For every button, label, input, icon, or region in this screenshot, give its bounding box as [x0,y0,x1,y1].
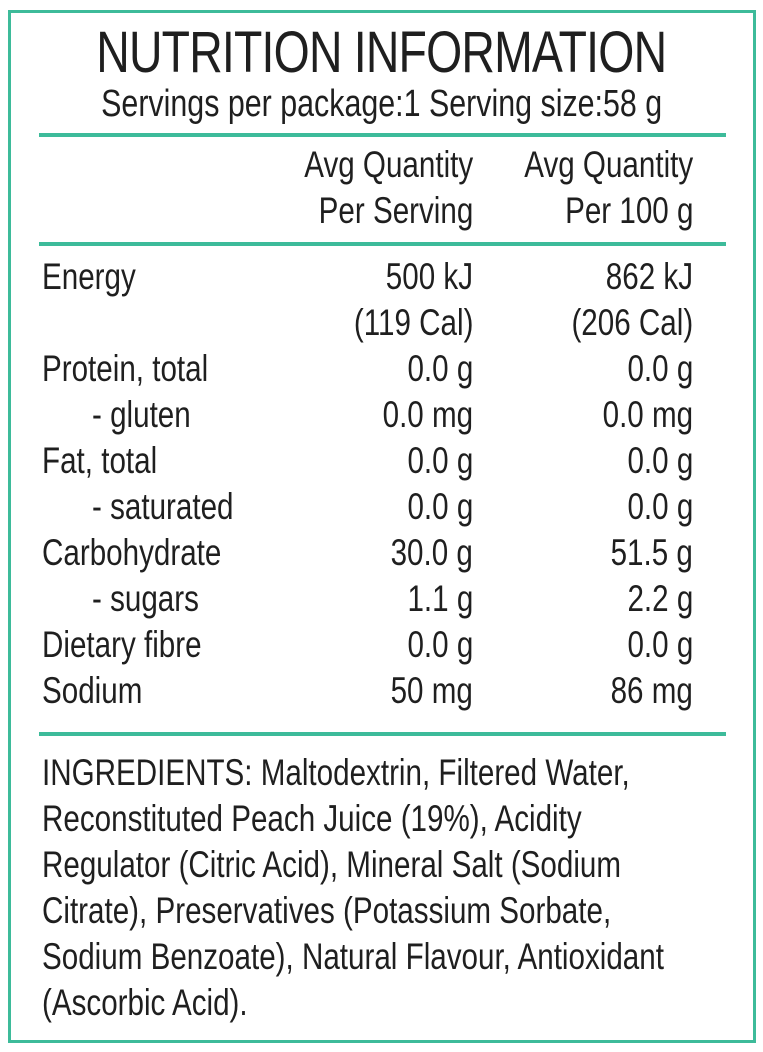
nutrient-row-energy-cal: (119 Cal) (206 Cal) [0,300,763,346]
value-per-serving: 30.0 g [390,532,473,573]
nutrient-row-gluten: - gluten 0.0 mg 0.0 mg [0,392,763,438]
nutrient-row-fat: Fat, total 0.0 g 0.0 g [0,438,763,484]
nutrient-row-sodium: Sodium 50 mg 86 mg [0,668,763,714]
panel-title: NUTRITION INFORMATION [0,22,763,84]
ingredients-line: Citrate), Preservatives (Potassium Sorba… [42,890,612,931]
value-per-100g: (206 Cal) [571,302,693,343]
value-per-serving: 0.0 g [407,624,473,665]
nutrition-panel-border [8,10,756,1043]
value-per-100g: 0.0 g [627,348,693,389]
value-per-serving: 50 mg [390,670,473,711]
ingredients-statement: INGREDIENTS: Maltodextrin, Filtered Wate… [42,750,742,1026]
value-per-100g: 0.0 g [627,624,693,665]
nutrient-label: - saturated [92,486,234,527]
nutrient-label: - gluten [92,394,191,435]
nutrient-label: Dietary fibre [42,624,202,665]
nutrient-label: Carbohydrate [42,532,222,573]
nutrient-row-energy: Energy 500 kJ 862 kJ [0,254,763,300]
ingredients-line: INGREDIENTS: Maltodextrin, Filtered Wate… [42,752,630,793]
column-header-line1: Avg Quantity [524,144,693,185]
value-per-serving: 0.0 mg [382,394,474,435]
serving-info-text: Servings per package:1 Serving size:58 g [100,83,663,125]
ingredients-line: Reconstituted Peach Juice (19%), Acidity [42,798,582,839]
ingredients-line: Sodium Benzoate), Natural Flavour, Antio… [42,936,664,977]
panel-title-text: NUTRITION INFORMATION [96,20,667,85]
nutrient-row-saturated: - saturated 0.0 g 0.0 g [0,484,763,530]
value-per-serving: (119 Cal) [353,302,473,343]
column-header-per-100g: Avg Quantity Per 100 g [482,142,693,234]
divider-top [39,133,726,137]
serving-info: Servings per package:1 Serving size:58 g [0,82,763,126]
ingredients-line: (Ascorbic Acid). [42,982,248,1023]
value-per-100g: 2.2 g [627,578,693,619]
column-header-line2: Per Serving [318,190,473,231]
value-per-100g: 0.0 g [627,440,693,481]
nutrient-label: Fat, total [42,440,158,481]
column-header-line2: Per 100 g [564,190,693,231]
nutrient-row-dietary-fibre: Dietary fibre 0.0 g 0.0 g [0,622,763,668]
nutrient-row-sugars: - sugars 1.1 g 2.2 g [0,576,763,622]
ingredients-line: Regulator (Citric Acid), Mineral Salt (S… [42,844,622,885]
divider-bottom [39,732,726,736]
column-header-line1: Avg Quantity [304,144,473,185]
value-per-100g: 862 kJ [605,256,693,297]
nutrient-label: - sugars [92,578,199,619]
value-per-serving: 0.0 g [407,486,473,527]
nutrient-label: Sodium [42,670,143,711]
column-header-per-serving: Avg Quantity Per Serving [262,142,473,234]
nutrient-row-protein: Protein, total 0.0 g 0.0 g [0,346,763,392]
value-per-100g: 51.5 g [610,532,693,573]
nutrient-row-carbohydrate: Carbohydrate 30.0 g 51.5 g [0,530,763,576]
nutrient-label: Energy [42,256,136,297]
nutrient-label: Protein, total [42,348,209,389]
divider-header [39,242,726,246]
value-per-100g: 0.0 g [627,486,693,527]
value-per-serving: 500 kJ [385,256,473,297]
value-per-serving: 0.0 g [407,440,473,481]
value-per-100g: 86 mg [610,670,693,711]
value-per-100g: 0.0 mg [602,394,694,435]
value-per-serving: 0.0 g [407,348,473,389]
value-per-serving: 1.1 g [407,578,473,619]
